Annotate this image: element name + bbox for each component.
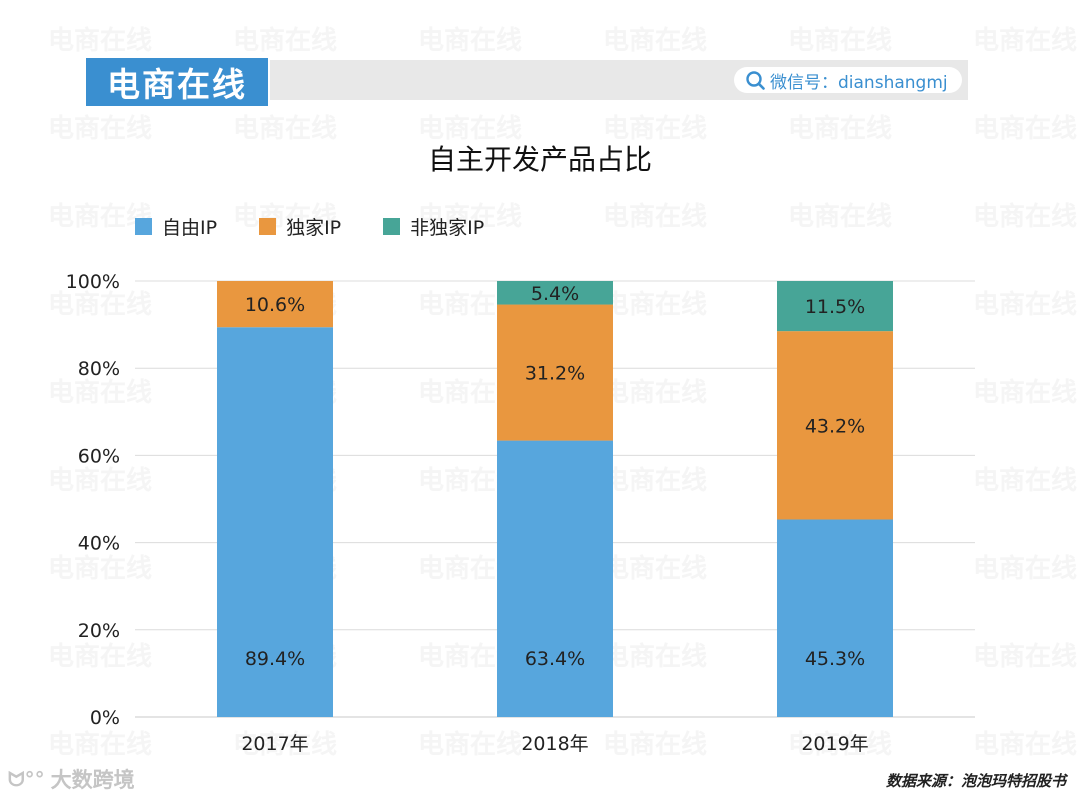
data-label: 89.4% (245, 648, 305, 670)
wechat-id-box: 微信号：dianshangmj (734, 67, 962, 93)
legend-swatch (135, 218, 152, 235)
bar-segment (217, 281, 333, 328)
brand-logo: 电商在线 (84, 56, 270, 108)
corner-logo-text: 大数跨境 (50, 768, 135, 792)
legend-swatch (259, 218, 277, 235)
bar-segment (497, 304, 613, 441)
data-label: 11.5% (805, 296, 865, 318)
data-source-note: 数据来源：泡泡玛特招股书 (885, 772, 1066, 790)
bar-segment (497, 440, 613, 717)
bar-segment (777, 281, 893, 332)
legend-item-exclusive-ip: 独家IP (259, 213, 341, 240)
x-tick-label: 2017年 (241, 733, 308, 755)
bar-segment (217, 327, 333, 717)
data-label: 5.4% (531, 283, 579, 305)
data-label: 43.2% (805, 415, 865, 437)
corner-logo: ᗢ°° 大数跨境 (8, 764, 135, 794)
data-label: 10.6% (245, 294, 305, 316)
legend-label: 自由IP (162, 217, 218, 239)
data-label: 31.2% (525, 363, 585, 385)
search-icon (746, 71, 765, 90)
y-tick-label: 40% (78, 533, 120, 555)
bar-segment (777, 519, 893, 717)
legend-swatch (383, 218, 401, 235)
legend-label: 独家IP (286, 217, 342, 239)
x-tick-label: 2019年 (801, 733, 868, 755)
y-tick-label: 0% (90, 707, 120, 729)
chart-title: 自主开发产品占比 (427, 143, 652, 176)
bar-segment (497, 281, 613, 305)
y-tick-label: 100% (66, 271, 120, 293)
y-tick-label: 20% (78, 620, 120, 642)
wechat-id-text: 微信号：dianshangmj (770, 72, 948, 93)
data-label: 45.3% (805, 648, 865, 670)
bar-segment (777, 331, 893, 520)
y-tick-label: 80% (78, 358, 120, 380)
data-label: 63.4% (525, 648, 585, 670)
legend-label: 非独家IP (410, 217, 485, 239)
chart-legend: 自由IP 独家IP 非独家IP (135, 213, 526, 240)
brand-mark-icon: ᗢ°° (8, 767, 45, 791)
y-tick-label: 60% (78, 445, 120, 467)
x-tick-label: 2018年 (521, 733, 588, 755)
legend-item-free-ip: 自由IP (135, 213, 217, 240)
legend-item-non-exclusive-ip: 非独家IP (383, 213, 484, 240)
